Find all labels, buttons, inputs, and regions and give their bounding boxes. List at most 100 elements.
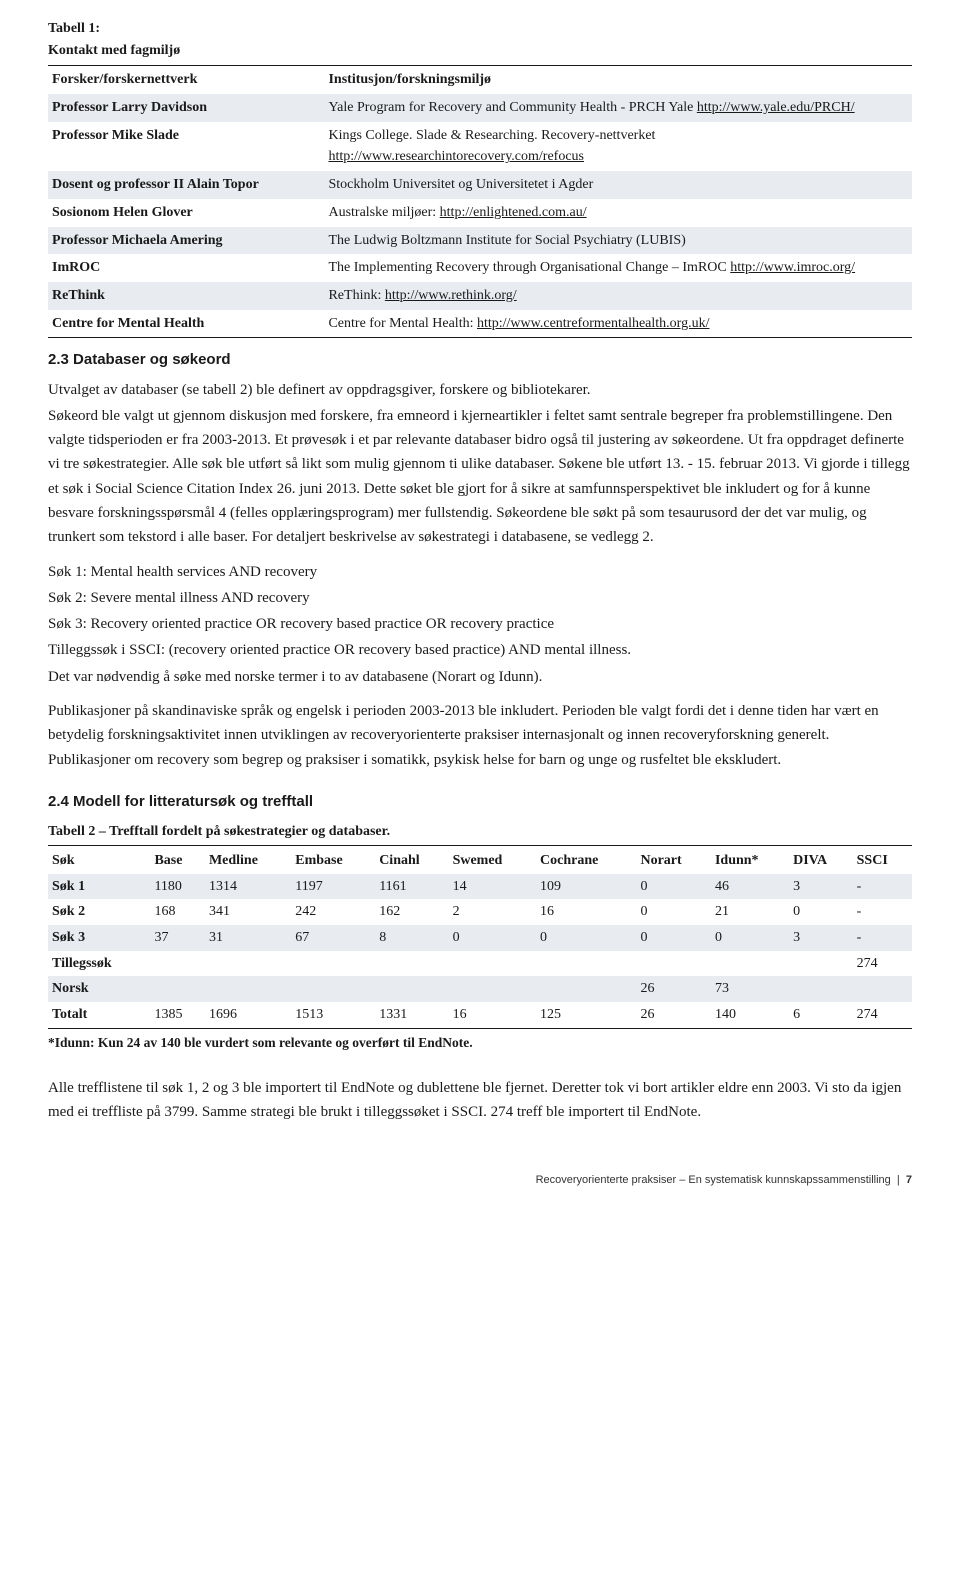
table2-cell: 6 [789, 1002, 853, 1028]
table2-col-header: Norart [636, 848, 711, 874]
s23-sok-1: Søk 1: Mental health services AND recove… [48, 560, 912, 584]
table2-cell: 1385 [150, 1002, 205, 1028]
table2-cell: 341 [205, 899, 291, 925]
table2-cell [449, 951, 536, 977]
table2-col-header: Swemed [449, 848, 536, 874]
table2-cell [291, 976, 375, 1002]
table2-note: *Idunn: Kun 24 av 140 ble vurdert som re… [48, 1033, 912, 1054]
table1-wrapper: Tabell 1: Kontakt med fagmiljø Forsker/f… [48, 18, 912, 338]
table2-cell: 16 [536, 899, 636, 925]
table2-cell [789, 976, 853, 1002]
table2-cell: 3 [789, 925, 853, 951]
table2-cell: 168 [150, 899, 205, 925]
table1-row-right: Kings College. Slade & Researching. Reco… [324, 122, 912, 171]
footer-sep: | [897, 1174, 900, 1186]
table1-row-link[interactable]: http://enlightened.com.au/ [440, 205, 587, 220]
table2-cell: - [853, 899, 912, 925]
table2-cell: 37 [150, 925, 205, 951]
table1-row-link[interactable]: http://www.rethink.org/ [385, 288, 517, 303]
table1-row-left: Dosent og professor II Alain Topor [48, 171, 324, 199]
table2-cell: 0 [536, 925, 636, 951]
table1-row-right: The Implementing Recovery through Organi… [324, 254, 912, 282]
table2: SøkBaseMedlineEmbaseCinahlSwemedCochrane… [48, 848, 912, 1028]
table2-cell: 109 [536, 874, 636, 900]
table2-cell: 1314 [205, 874, 291, 900]
table2-cell: 1161 [375, 874, 448, 900]
section-2-3-heading: 2.3 Databaser og søkeord [48, 348, 912, 371]
table2-cell: 8 [375, 925, 448, 951]
table1-row-right: The Ludwig Boltzmann Institute for Socia… [324, 227, 912, 255]
table2-cell: 274 [853, 1002, 912, 1028]
table1-row-right: ReThink: http://www.rethink.org/ [324, 282, 912, 310]
table2-cell [375, 951, 448, 977]
table2-col-header: DIVA [789, 848, 853, 874]
page-footer: Recoveryorienterte praksiser – En system… [48, 1172, 912, 1189]
table2-row-label: Søk 1 [48, 874, 150, 900]
table2-cell: 14 [449, 874, 536, 900]
table2-cell: 1331 [375, 1002, 448, 1028]
table2-cell [205, 976, 291, 1002]
table2-row-label: Tillegssøk [48, 951, 150, 977]
table2-cell: 2 [449, 899, 536, 925]
s23-sok-2: Søk 2: Severe mental illness AND recover… [48, 586, 912, 610]
table2-cell [853, 976, 912, 1002]
table1-head-right: Institusjon/forskningsmiljø [324, 66, 912, 94]
table2-cell [291, 951, 375, 977]
table2-row-label: Totalt [48, 1002, 150, 1028]
table2-row-label: Søk 2 [48, 899, 150, 925]
table1-row-right: Centre for Mental Health: http://www.cen… [324, 310, 912, 338]
s23-para-2: Søkeord ble valgt ut gjennom diskusjon m… [48, 404, 912, 550]
table2-cell: 16 [449, 1002, 536, 1028]
table2-cell: 274 [853, 951, 912, 977]
table1-row-left: Professor Larry Davidson [48, 94, 324, 122]
table2-cell: 67 [291, 925, 375, 951]
section-2-3-body: Utvalget av databaser (se tabell 2) ble … [48, 378, 912, 772]
table2-cell: 3 [789, 874, 853, 900]
table2-cell [711, 951, 789, 977]
table1-row-right: Stockholm Universitet og Universitetet i… [324, 171, 912, 199]
table2-cell: 0 [711, 925, 789, 951]
table2-col-header: Cochrane [536, 848, 636, 874]
table2-row-label: Søk 3 [48, 925, 150, 951]
section-2-4-heading: 2.4 Modell for litteratursøk og trefftal… [48, 790, 912, 813]
table2-cell [205, 951, 291, 977]
table1-row-left: ReThink [48, 282, 324, 310]
table1-label: Tabell 1: [48, 18, 912, 40]
table2-cell: 162 [375, 899, 448, 925]
footer-page-number: 7 [906, 1174, 912, 1186]
table1-row-link[interactable]: http://www.imroc.org/ [730, 260, 855, 275]
table2-cell: 1696 [205, 1002, 291, 1028]
closing-para: Alle trefflistene til søk 1, 2 og 3 ble … [48, 1076, 912, 1125]
table1-row-left: Centre for Mental Health [48, 310, 324, 338]
table1-row-right: Australske miljøer: http://enlightened.c… [324, 199, 912, 227]
table2-cell: 0 [636, 899, 711, 925]
table1-sublabel: Kontakt med fagmiljø [48, 40, 912, 62]
table2-cell: 73 [711, 976, 789, 1002]
table2-cell: 1197 [291, 874, 375, 900]
table1-row-left: Professor Michaela Amering [48, 227, 324, 255]
table2-cell [150, 951, 205, 977]
table2-cell: 0 [449, 925, 536, 951]
table2-cell: 31 [205, 925, 291, 951]
table1-head-left: Forsker/forskernettverk [48, 66, 324, 94]
table2-cell: 26 [636, 1002, 711, 1028]
table1-row-right: Yale Program for Recovery and Community … [324, 94, 912, 122]
table2-cell: 1513 [291, 1002, 375, 1028]
table1-row-left: Sosionom Helen Glover [48, 199, 324, 227]
table2-caption: Tabell 2 – Trefftall fordelt på søkestra… [48, 821, 912, 846]
table1-row-link[interactable]: http://www.researchintorecovery.com/refo… [328, 149, 584, 164]
table2-cell: 0 [789, 899, 853, 925]
table1-row-link[interactable]: http://www.yale.edu/PRCH/ [697, 100, 855, 115]
table2-col-header: Embase [291, 848, 375, 874]
table2-wrapper: Tabell 2 – Trefftall fordelt på søkestra… [48, 821, 912, 1053]
table2-cell [536, 951, 636, 977]
s23-sok-5: Det var nødvendig å søke med norske term… [48, 665, 912, 689]
table1-row-link[interactable]: http://www.centreformentalhealth.org.uk/ [477, 316, 710, 331]
table2-cell [536, 976, 636, 1002]
table2-cell [449, 976, 536, 1002]
table2-col-header: Cinahl [375, 848, 448, 874]
table2-col-header: Søk [48, 848, 150, 874]
table2-cell: 0 [636, 925, 711, 951]
table1-row-left: Professor Mike Slade [48, 122, 324, 171]
table2-cell: 21 [711, 899, 789, 925]
